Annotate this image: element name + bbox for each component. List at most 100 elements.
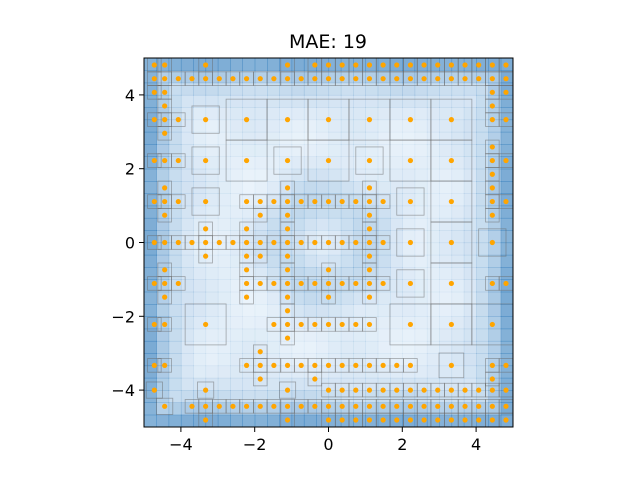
scatter-point xyxy=(407,239,414,246)
scatter-point xyxy=(162,294,168,300)
scatter-point xyxy=(435,387,441,393)
heat-cell xyxy=(353,254,366,268)
scatter-point xyxy=(203,62,209,68)
scatter-point xyxy=(435,62,441,68)
heat-cell xyxy=(463,156,477,170)
heat-cell xyxy=(402,291,416,305)
heat-cell xyxy=(390,377,403,391)
heat-cell xyxy=(426,230,440,244)
scatter-point xyxy=(325,267,332,273)
heat-cell xyxy=(463,205,477,219)
heat-cell xyxy=(242,353,256,367)
heat-cell xyxy=(439,291,453,305)
heat-cell xyxy=(340,340,354,354)
scatter-point xyxy=(203,117,209,123)
heat-cell xyxy=(377,205,391,219)
scatter-point xyxy=(448,76,454,82)
heat-cell xyxy=(267,131,280,145)
heat-cell xyxy=(217,205,231,219)
scatter-point xyxy=(257,253,263,259)
heat-cell xyxy=(291,377,305,391)
heat-cell xyxy=(353,181,366,194)
scatter-point xyxy=(162,403,168,409)
scatter-point xyxy=(271,239,277,246)
mesh-cell xyxy=(147,112,162,127)
scatter-point xyxy=(489,417,495,423)
heat-cell xyxy=(365,328,379,342)
heat-cell xyxy=(402,82,416,96)
heat-cell xyxy=(217,291,231,305)
heat-cell xyxy=(291,217,305,231)
heat-cell xyxy=(193,402,207,416)
scatter-point xyxy=(366,185,373,191)
scatter-point xyxy=(162,198,168,205)
scatter-point xyxy=(407,403,414,409)
heat-cell xyxy=(340,168,354,182)
scatter-point xyxy=(203,387,209,393)
heat-cell xyxy=(144,181,157,194)
heat-cell xyxy=(414,205,428,219)
mesh-cell xyxy=(253,344,268,359)
heat-cell xyxy=(254,82,268,96)
scatter-point xyxy=(366,387,373,393)
heat-cell xyxy=(451,94,465,108)
heat-cell xyxy=(230,119,243,133)
heat-cell xyxy=(217,365,231,379)
scatter-point xyxy=(339,403,345,409)
scatter-point xyxy=(421,62,427,68)
heat-cell xyxy=(180,131,194,145)
heat-cell xyxy=(439,131,453,145)
heat-cell xyxy=(193,291,207,305)
scatter-point xyxy=(503,417,509,423)
heat-cell xyxy=(180,328,194,342)
heat-cell xyxy=(267,340,280,354)
heat-cell xyxy=(353,205,366,219)
heat-cell xyxy=(340,291,354,305)
heat-cell xyxy=(291,230,305,244)
scatter-point xyxy=(476,76,482,82)
mesh-cell xyxy=(396,228,425,257)
heat-cell xyxy=(451,156,465,170)
mesh-cell xyxy=(147,235,162,250)
scatter-point xyxy=(448,117,454,123)
scatter-point xyxy=(162,185,168,191)
mesh-cell xyxy=(157,358,172,373)
heat-cell xyxy=(451,131,465,145)
heat-cell xyxy=(279,353,293,367)
heat-cell xyxy=(156,353,170,367)
heat-cell xyxy=(144,217,157,231)
scatter-point xyxy=(476,387,482,393)
mesh-cell xyxy=(145,381,163,399)
heat-cell xyxy=(279,230,293,244)
mesh-cell xyxy=(191,105,220,134)
heat-cell xyxy=(217,168,231,182)
scatter-point xyxy=(284,387,291,393)
heat-cell xyxy=(476,94,489,108)
heat-cell xyxy=(377,230,391,244)
scatter-point xyxy=(366,321,373,328)
mesh-cell xyxy=(171,153,186,168)
heat-cell xyxy=(230,254,243,268)
heat-cell xyxy=(439,279,453,293)
scatter-point xyxy=(312,76,318,82)
plot-area xyxy=(144,58,513,427)
heat-cell xyxy=(316,94,330,108)
heat-cell xyxy=(242,131,256,145)
heat-cell xyxy=(402,304,416,317)
mesh-cell xyxy=(197,381,215,399)
heat-cell xyxy=(451,328,465,342)
heat-cell xyxy=(217,340,231,354)
heat-cell xyxy=(254,94,268,108)
heat-cell xyxy=(328,328,342,342)
heat-cell xyxy=(390,328,403,342)
heat-cell xyxy=(402,328,416,342)
scatter-point xyxy=(489,157,495,164)
heat-cell xyxy=(316,353,330,367)
heat-cell xyxy=(500,242,513,256)
scatter-point xyxy=(489,280,495,287)
heat-cell xyxy=(303,340,317,354)
scatter-point xyxy=(366,198,373,205)
heat-cell xyxy=(193,70,207,84)
heat-cell xyxy=(230,58,243,71)
heat-cell xyxy=(156,168,170,182)
